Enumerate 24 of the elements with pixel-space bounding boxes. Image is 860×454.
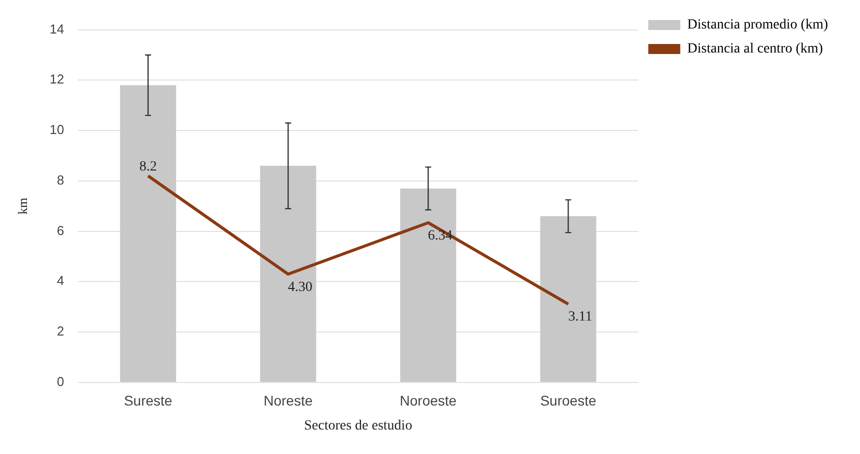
bar <box>400 188 456 382</box>
data-label: 4.30 <box>288 280 312 295</box>
y-tick-label: 8 <box>56 172 64 188</box>
y-tick-label: 14 <box>50 21 64 36</box>
y-tick-label: 0 <box>56 374 64 389</box>
y-tick-label: 4 <box>56 273 64 288</box>
x-tick-label: Noroeste <box>400 392 457 409</box>
x-tick-label: Suroeste <box>540 392 596 409</box>
bar <box>260 166 316 382</box>
legend-label: Distancia promedio (km) <box>687 18 828 33</box>
bar <box>120 85 176 382</box>
x-tick-label: Sureste <box>124 392 172 409</box>
y-axis-title: km <box>15 198 30 214</box>
y-tick-label: 6 <box>56 222 64 238</box>
legend-label: Distancia al centro (km) <box>687 42 824 57</box>
y-tick-label: 2 <box>56 324 64 339</box>
data-label: 6.34 <box>428 228 452 244</box>
bar <box>540 216 596 382</box>
y-tick-label: 10 <box>50 122 64 138</box>
data-label: 8.2 <box>139 160 157 175</box>
y-tick-label: 12 <box>50 72 64 87</box>
data-label: 3.11 <box>568 310 592 325</box>
x-tick-label: Noreste <box>264 392 313 409</box>
x-axis-title: Sectores de estudio <box>304 418 412 434</box>
